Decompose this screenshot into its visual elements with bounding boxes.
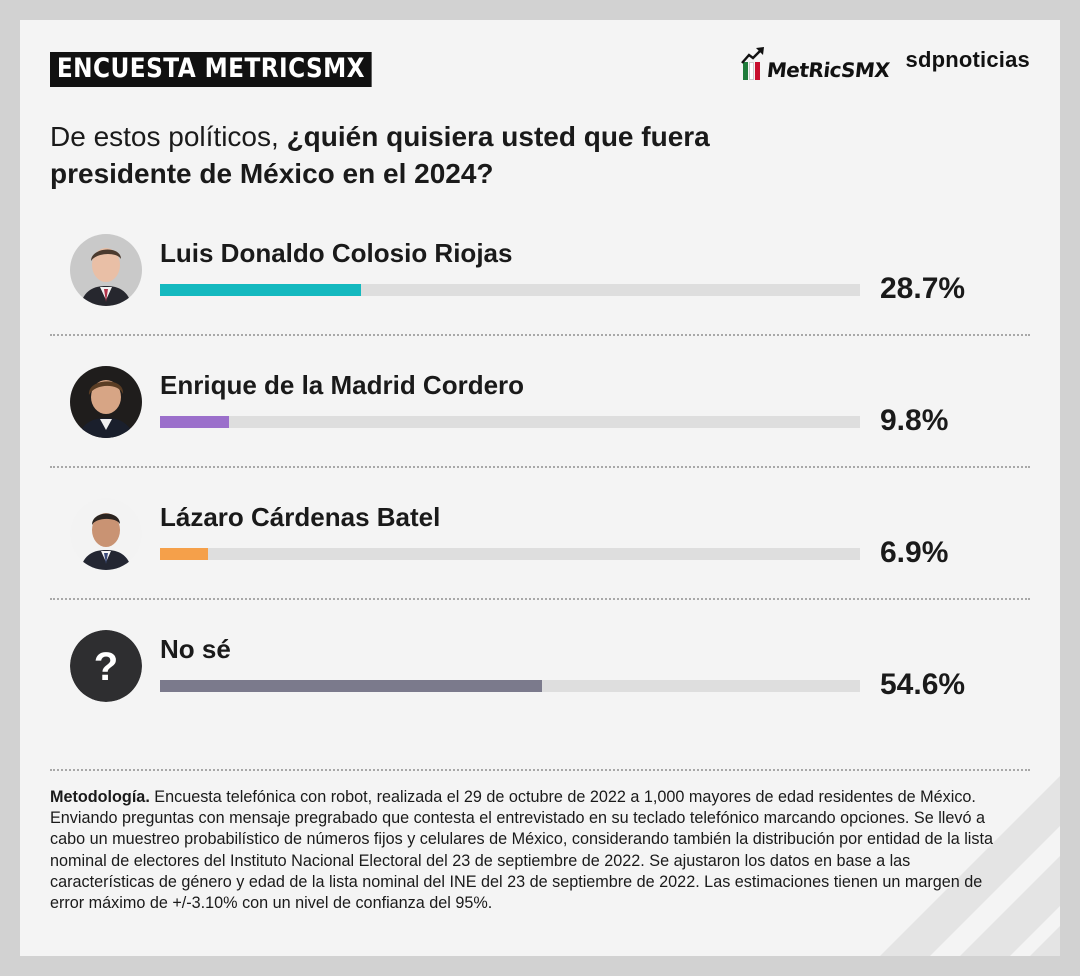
methodology-text: Metodología. Encuesta telefónica con rob… [50,787,1015,914]
metricsmx-logo: MetRicSMX [741,40,891,82]
methodology-body: Encuesta telefónica con robot, realizada… [50,788,993,913]
result-row-colosio: Luis Donaldo Colosio Riojas 28.7% [50,204,1030,336]
candidate-name: Lázaro Cárdenas Batel [160,502,441,532]
svg-text:?: ? [94,645,118,689]
brand-logos: MetRicSMX sdpnoticias [741,40,1030,82]
bar-track [160,416,860,428]
flag-stripe-white [749,62,755,80]
result-row-nose: ? No sé 54.6% [50,600,1030,732]
result-row-cardenas: Lázaro Cárdenas Batel 6.9% [50,468,1030,600]
question-mark-icon: ? [70,630,142,702]
bar-fill-nose [160,680,543,692]
metricsmx-wordmark: MetRicSMX [765,58,891,82]
percentage-label: 6.9% [880,536,949,569]
sdpnoticias-logo: sdpnoticias [905,47,1030,72]
candidate-name: Enrique de la Madrid Cordero [160,370,525,400]
mexico-flag-icon [743,62,761,80]
avatar-delamadrid [70,366,142,438]
methodology-label: Metodología. [50,788,150,806]
bar-track [160,548,860,560]
results-list: Luis Donaldo Colosio Riojas 28.7% Enriqu… [50,204,1030,732]
question-prefix: De estos políticos, [50,121,287,152]
flag-stripe-red [755,62,761,80]
survey-tag: ENCUESTA METRICSMX [50,52,372,87]
result-row-delamadrid: Enrique de la Madrid Cordero 9.8% [50,336,1030,468]
row-divider [50,334,1030,336]
question-title: De estos políticos, ¿quién quisiera uste… [50,118,750,192]
candidate-name: Luis Donaldo Colosio Riojas [160,238,513,268]
percentage-label: 28.7% [880,272,966,305]
bar-track [160,680,860,692]
avatar-cardenas [70,498,142,570]
percentage-label: 9.8% [880,404,949,437]
bar-fill-colosio [160,284,361,296]
candidate-name: No sé [160,634,231,664]
percentage-label: 54.6% [880,668,966,701]
avatar-colosio [70,234,142,306]
row-divider [50,466,1030,468]
flag-stripe-green [743,62,749,80]
row-divider [50,598,1030,600]
methodology-divider [50,769,1030,771]
bar-track [160,284,860,296]
bar-fill-delamadrid [160,416,229,428]
trend-arrow-icon [741,47,765,64]
question-bold: ¿quién quisiera usted que fuera presiden… [50,121,710,189]
poll-card: ENCUESTA METRICSMX MetRicSMX sdpnoticias… [20,20,1060,956]
bar-fill-cardenas [160,548,209,560]
